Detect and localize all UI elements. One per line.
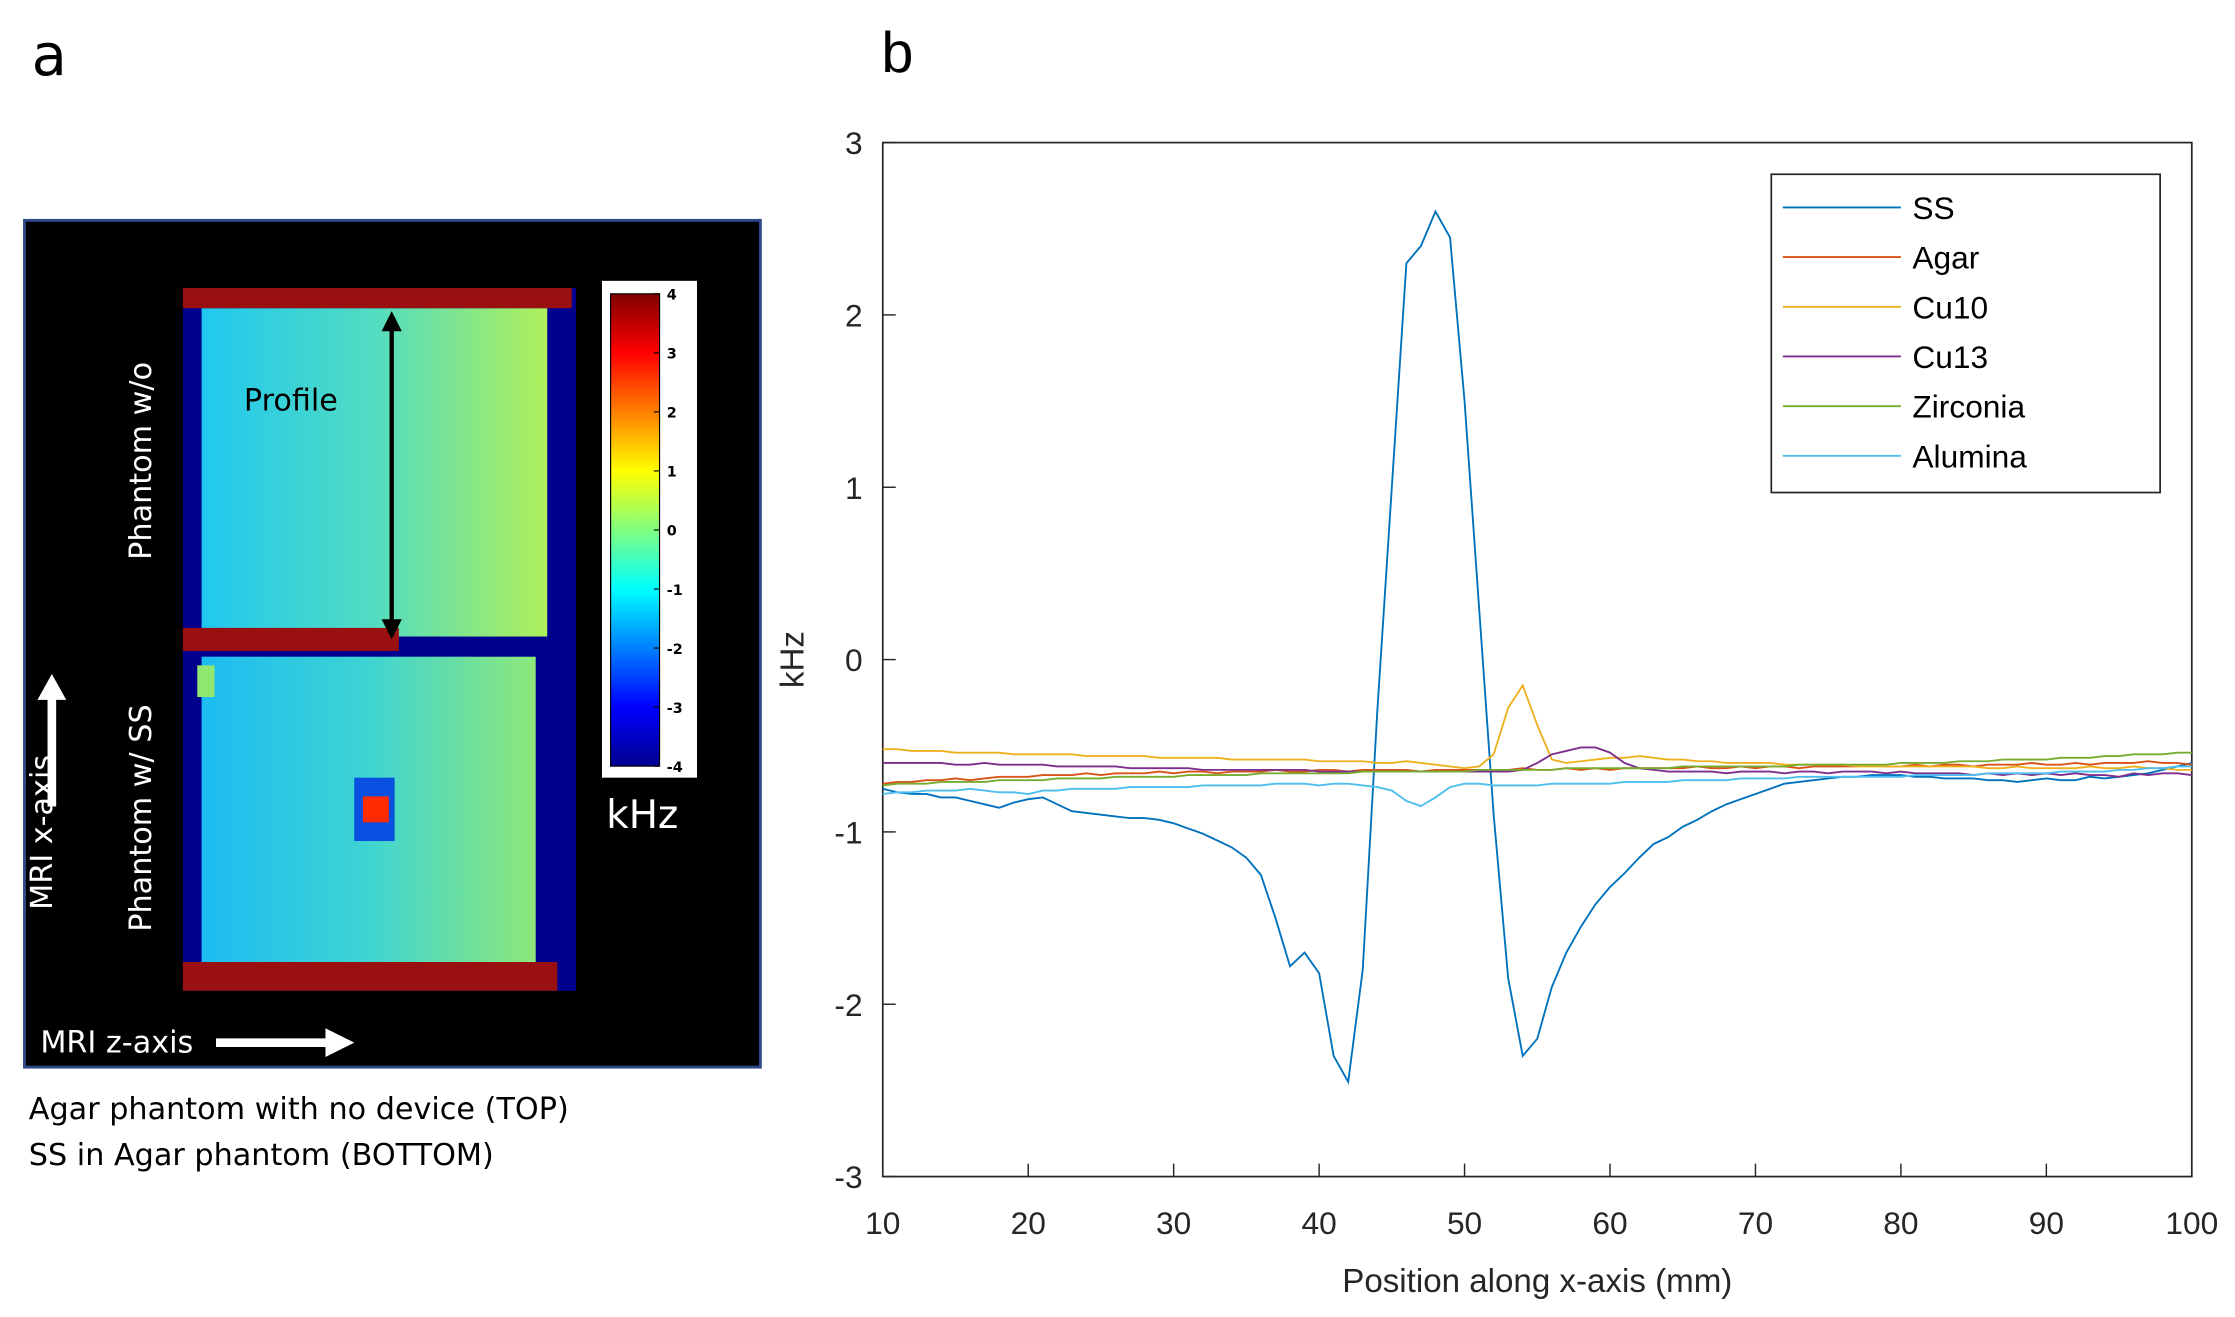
legend-label: SS [1912,190,1954,226]
legend-label: Cu13 [1912,339,1988,375]
caption: Agar phantom with no device (TOP) [29,1092,569,1127]
colorbar-tick-label: 0 [667,524,677,540]
edge-artifact [182,961,558,991]
hotspot [362,796,389,823]
x-tick-label: 90 [2029,1205,2064,1241]
colorbar-tick-label: -2 [667,642,683,658]
z-axis-arrowhead [325,1028,355,1058]
x-tick-label: 40 [1301,1205,1336,1241]
y-tick-label: 0 [845,642,863,678]
x-axis-arrowhead [37,673,67,700]
edge-artifact [197,665,215,698]
x-tick-label: 100 [2165,1205,2218,1241]
annotation: MRI x-axis [25,755,60,910]
panel-a: a Profile Phantom w/o Phantom w/ SS MRI x-ax… [23,22,762,1173]
colorbar-tick-label: 2 [667,406,677,422]
panel-b: b 10 20 30 40 50 60 70 80 90 100 -3 -2 -1 0 1 2 3 Position… [775,21,2219,1300]
legend-box [1770,173,2161,494]
legend-label: Alumina [1912,438,2027,474]
annotation: Phantom w/ SS [124,704,159,931]
y-tick-label: 2 [845,297,863,333]
legend-label: Cu10 [1912,289,1988,325]
colorbar-tick-label: -1 [667,583,683,599]
x-tick-label: 70 [1738,1205,1773,1241]
x-tick-label: 20 [1011,1205,1046,1241]
series-line [882,765,2192,808]
series-line [882,209,2193,1085]
y-tick-label: 3 [845,125,863,161]
annotation: Profile [244,383,338,418]
colorbar-tick-label: -3 [667,701,683,717]
annotation: MRI z-axis [40,1026,193,1061]
edge-artifact [182,627,399,651]
series-line [882,751,2192,787]
y-tick-label: -3 [834,1159,862,1195]
x-tick-label: 60 [1592,1205,1627,1241]
colorbar-tick-label: 3 [667,347,677,363]
x-tick-label: 50 [1447,1205,1482,1241]
panel-label: b [881,21,913,85]
colorbar-tick-label: 1 [667,465,677,481]
colorbar-label: kHz [606,793,678,838]
colorbar [610,293,661,767]
legend-label: Agar [1912,240,1979,276]
edge-artifact [182,288,572,309]
annotation: Phantom w/o [124,362,159,560]
series-line [882,683,2192,771]
colorbar-tick-label: 4 [667,288,677,304]
x-tick-label: 10 [865,1205,900,1241]
panel-label: a [32,22,67,89]
colorbar-tick-label: -4 [667,760,683,776]
caption: SS in Agar phantom (BOTTOM) [29,1138,494,1173]
x-tick-label: 30 [1156,1205,1191,1241]
y-axis-label: kHz [775,631,812,688]
y-tick-label: -1 [834,814,862,850]
phantom-top [201,308,548,637]
x-axis-label: Position along x-axis (mm) [1342,1263,1732,1300]
legend-label: Zirconia [1912,389,2025,425]
y-tick-label: -2 [834,987,862,1023]
x-tick-label: 80 [1883,1205,1918,1241]
y-tick-label: 1 [845,470,863,506]
